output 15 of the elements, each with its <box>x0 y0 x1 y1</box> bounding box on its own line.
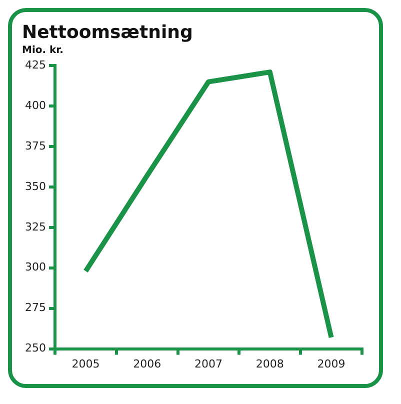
y-tick-label: 275 <box>24 301 46 314</box>
y-tick-label: 250 <box>24 342 46 355</box>
y-tick-label: 425 <box>24 58 46 72</box>
y-tick-label: 300 <box>24 260 46 274</box>
x-tick-label: 2008 <box>256 357 284 370</box>
y-tick-label: 325 <box>24 220 46 234</box>
y-tick-label: 350 <box>24 180 46 193</box>
y-tick-label: 400 <box>24 98 46 112</box>
x-tick-label: 2009 <box>317 357 346 370</box>
y-axis-title: Mio. kr. <box>22 45 64 56</box>
x-tick-label: 2006 <box>133 357 162 370</box>
x-tick-label: 2007 <box>194 357 222 370</box>
chart-title: Nettoomsætning <box>22 22 194 43</box>
x-tick-label: 2005 <box>72 357 100 370</box>
y-tick-label: 375 <box>24 139 46 152</box>
